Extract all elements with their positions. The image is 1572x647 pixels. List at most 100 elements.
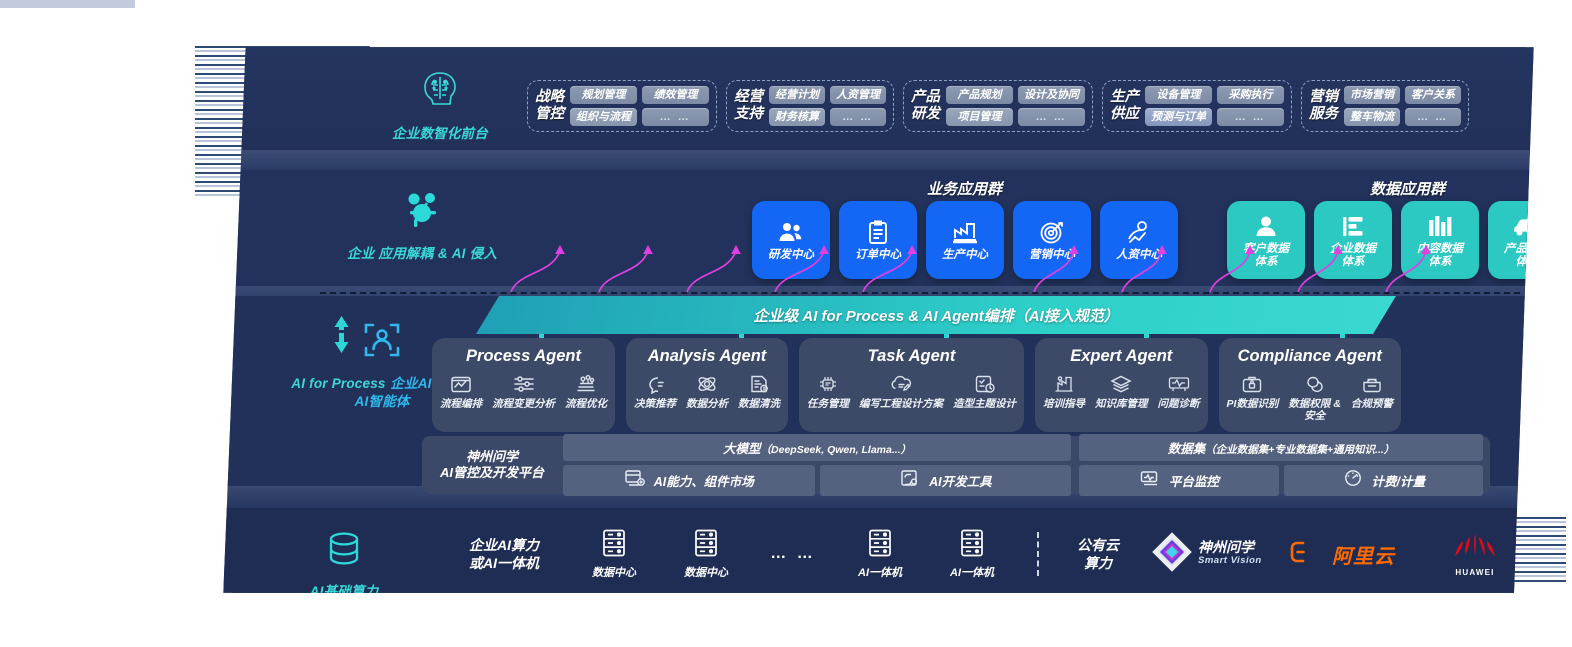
capability[interactable]: 流程编排 (440, 372, 482, 410)
chip[interactable]: 项目管理 (946, 108, 1013, 126)
pi-data-id-icon (1241, 372, 1263, 395)
chip[interactable]: 经营计划 (769, 86, 825, 104)
tile-ai-devtool[interactable]: AI开发工具 (819, 465, 1072, 496)
app-card-rd-center[interactable]: 研发中心 (752, 201, 830, 279)
ai-devtool-icon (899, 469, 921, 492)
app-card-hr-center[interactable]: 人资中心 (1100, 201, 1178, 279)
data-card-enterprise[interactable]: 企业数据 体系 (1314, 201, 1392, 279)
vendor-smart-vision[interactable]: 神州问学 Smart Vision (1152, 531, 1282, 577)
agent-title: Compliance Agent (1237, 347, 1382, 365)
dataset-bar[interactable]: 数据集（企业数据集+专业数据集+通用知识...） (1079, 434, 1483, 461)
agent-card-compliance[interactable]: Compliance Agent PI数据识别 (1218, 338, 1401, 432)
agent-card-process[interactable]: Process Agent 流程编排 (432, 338, 615, 432)
infra-item-ai-appliance-1[interactable]: AI一体机 (834, 528, 926, 580)
chip-more[interactable]: … … (830, 108, 886, 126)
agent-card-task[interactable]: Task Agent 任务管理 (799, 338, 1024, 432)
orchestration-label: 企业级 AI for Process & AI Agent编排（AI接入规范） (753, 307, 1119, 325)
chip[interactable]: 规划管理 (570, 86, 637, 104)
chip[interactable]: 设备管理 (1145, 86, 1212, 104)
chip-more[interactable]: … … (1018, 108, 1085, 126)
vendor-huawei[interactable]: HUAWEI (1430, 532, 1520, 577)
gauge-icon (1342, 469, 1364, 492)
capability[interactable]: 任务管理 (807, 372, 849, 410)
capability[interactable]: 问题诊断 (1158, 372, 1200, 410)
infra-row: 企业AI算力 或AI一体机 数据中心 (372, 516, 1522, 592)
infra-item-label: AI一体机 (858, 567, 902, 579)
server-rack-icon (867, 528, 893, 563)
capability[interactable]: 数据清洗 (738, 372, 780, 410)
infra-item-ai-appliance-2[interactable]: AI一体机 (926, 528, 1018, 580)
chip[interactable]: 整车物流 (1344, 108, 1400, 126)
capability[interactable]: 造型主题设计 (953, 372, 1016, 410)
capability[interactable]: 决策推荐 (634, 372, 676, 410)
diagnose-icon (1167, 372, 1191, 395)
vendor-name: HUAWEI (1455, 567, 1495, 577)
domain-group-strategy[interactable]: 战略 管控 规划管理 绩效管理 组织与流程 … … (527, 80, 717, 132)
decision-bulb-icon (644, 372, 666, 395)
chip[interactable]: 市场营销 (1344, 86, 1400, 104)
rail-ai-infra: AI基础算力 (244, 526, 444, 593)
chip[interactable]: 预测与订单 (1145, 108, 1212, 126)
chip[interactable]: 财务核算 (769, 108, 825, 126)
data-card-product[interactable]: 产品数据 体系 (1488, 201, 1534, 279)
agent-capabilities: 决策推荐 数据分析 (634, 372, 780, 410)
capability-label: 任务管理 (807, 398, 849, 410)
tile-platform-monitor[interactable]: 平台监控 (1079, 465, 1279, 496)
user-profile-icon (1254, 212, 1278, 240)
capability-label: 知识库管理 (1095, 398, 1148, 410)
data-card-content[interactable]: 内容数据 体系 (1401, 201, 1479, 279)
chip[interactable]: 采购执行 (1217, 86, 1284, 104)
vendor-aliyun[interactable]: 阿里云 (1290, 540, 1430, 569)
capability[interactable]: 流程优化 (565, 372, 607, 410)
domain-group-marketing-service[interactable]: 营销 服务 市场营销 客户关系 整车物流 … … (1301, 80, 1469, 132)
domain-group-production-supply[interactable]: 生产 供应 设备管理 采购执行 预测与订单 … … (1102, 80, 1292, 132)
capability[interactable]: 培训指导 (1043, 372, 1085, 410)
app-card-order-center[interactable]: 订单中心 (839, 201, 917, 279)
flow-chart-icon (450, 372, 472, 395)
agent-card-expert[interactable]: Expert Agent 培训指导 (1035, 338, 1208, 432)
agent-capabilities: 流程编排 流程变更分析 (440, 372, 607, 410)
monitor-icon (1139, 469, 1161, 492)
chip-more[interactable]: … … (1217, 108, 1284, 126)
domain-group-operations[interactable]: 经营 支持 经营计划 人资管理 财务核算 … … (726, 80, 894, 132)
tile-label: AI开发工具 (929, 475, 992, 489)
capability[interactable]: 流程变更分析 (492, 372, 555, 410)
chip[interactable]: 组织与流程 (570, 108, 637, 126)
agent-card-analysis[interactable]: Analysis Agent 决策推荐 (626, 338, 788, 432)
capability[interactable]: 合规预警 (1351, 372, 1393, 410)
infra-item-datacenter-1[interactable]: 数据中心 (568, 528, 660, 580)
rail-frontend: 企业数智化前台 (340, 68, 540, 143)
app-card-production-center[interactable]: 生产中心 (926, 201, 1004, 279)
domain-group-product-rd[interactable]: 产品 研发 产品规划 设计及协同 项目管理 … … (903, 80, 1093, 132)
capability[interactable]: 编写工程设计方案 (859, 372, 943, 410)
agent-title: Process Agent (466, 347, 581, 365)
capability[interactable]: 数据分析 (686, 372, 728, 410)
capability-label: 造型主题设计 (953, 398, 1016, 410)
ellipsis-icon: … … (770, 545, 816, 562)
chip[interactable]: 人资管理 (830, 86, 886, 104)
enterprise-ai-compute-label: 企业AI算力 或AI一体机 (469, 537, 539, 571)
capability-label: 问题诊断 (1157, 398, 1200, 410)
chip[interactable]: 绩效管理 (642, 86, 709, 104)
domain-chips: 市场营销 客户关系 整车物流 … … (1344, 86, 1461, 126)
infra-item-datacenter-2[interactable]: 数据中心 (660, 528, 752, 580)
large-model-bar[interactable]: 大模型（DeepSeek, Qwen, Llama...） (563, 434, 1072, 461)
capability[interactable]: PI数据识别 (1227, 372, 1278, 410)
data-card-customer[interactable]: 客户数据 体系 (1227, 201, 1305, 279)
chip[interactable]: 客户关系 (1405, 86, 1461, 104)
chip-more[interactable]: … … (642, 108, 709, 126)
orchestration-bar[interactable]: 企业级 AI for Process & AI Agent编排（AI接入规范） (476, 296, 1396, 334)
chip[interactable]: 产品规划 (946, 86, 1013, 104)
tile-billing-metering[interactable]: 计费/计量 (1283, 465, 1484, 496)
capability[interactable]: 数据权限 & 安全 (1288, 372, 1341, 422)
ai-market-icon (624, 469, 646, 492)
person-chart-icon (1126, 218, 1152, 246)
tile-ai-market[interactable]: AI能力、组件市场 (563, 465, 815, 496)
layer-divider (320, 292, 1520, 294)
alert-icon (1361, 372, 1383, 395)
chip-more[interactable]: … … (1405, 108, 1461, 126)
app-card-marketing-center[interactable]: 营销中心 (1013, 201, 1091, 279)
chip[interactable]: 设计及协同 (1018, 86, 1085, 104)
capability-label: 流程变更分析 (492, 398, 555, 410)
capability[interactable]: 知识库管理 (1095, 372, 1148, 410)
